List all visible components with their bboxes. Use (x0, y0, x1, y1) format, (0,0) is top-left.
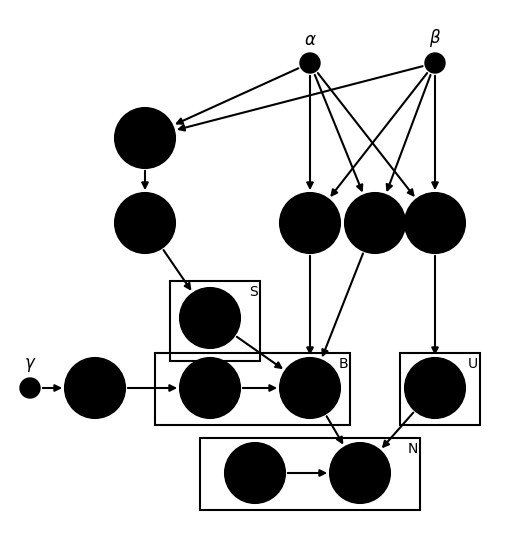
Text: $\mathbf{w}$: $\mathbf{w}$ (137, 214, 154, 232)
Text: $\delta_s$: $\delta_s$ (301, 213, 319, 233)
Circle shape (425, 53, 445, 73)
Text: B: B (338, 357, 348, 371)
Text: $\mathbf{B}$: $\mathbf{B}$ (303, 379, 317, 397)
Text: $\beta$: $\beta$ (429, 27, 441, 49)
Circle shape (20, 378, 40, 398)
Text: $\alpha$: $\alpha$ (304, 31, 316, 49)
Circle shape (180, 358, 240, 418)
Bar (200, 438, 420, 510)
Circle shape (115, 193, 175, 253)
Circle shape (280, 358, 340, 418)
Text: $\delta_w$: $\delta_w$ (134, 128, 156, 148)
Circle shape (225, 443, 285, 503)
Circle shape (405, 193, 465, 253)
Circle shape (405, 358, 465, 418)
Text: $\mathbf{x}$: $\mathbf{x}$ (249, 464, 261, 482)
Text: $\delta_b$: $\delta_b$ (366, 213, 385, 233)
Circle shape (345, 193, 405, 253)
Text: $\mathbf{S}$: $\mathbf{S}$ (204, 309, 217, 327)
Text: $\mathbf{Z}$: $\mathbf{Z}$ (203, 379, 217, 397)
Text: $\delta_u$: $\delta_u$ (425, 213, 444, 233)
Circle shape (115, 108, 175, 168)
Bar (170, 281, 260, 361)
Circle shape (330, 443, 390, 503)
Text: $\gamma$: $\gamma$ (24, 356, 36, 374)
Circle shape (300, 53, 320, 73)
Circle shape (180, 288, 240, 348)
Text: $\boldsymbol{\theta}$: $\boldsymbol{\theta}$ (89, 379, 101, 397)
Text: $y$: $y$ (354, 464, 366, 482)
Text: $\mathbf{U}$: $\mathbf{U}$ (428, 379, 442, 397)
Circle shape (280, 193, 340, 253)
Bar (155, 353, 350, 425)
Text: N: N (408, 442, 418, 456)
Bar (400, 353, 480, 425)
Text: U: U (468, 357, 478, 371)
Text: S: S (249, 285, 258, 299)
Circle shape (65, 358, 125, 418)
